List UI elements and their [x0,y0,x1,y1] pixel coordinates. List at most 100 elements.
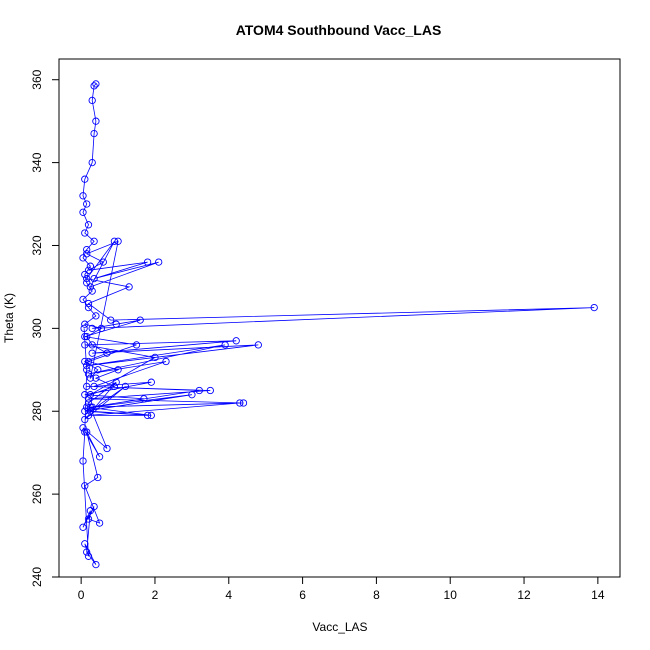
x-tick-label: 10 [444,588,458,602]
data-point [90,274,98,283]
data-point [81,341,89,349]
data-point [84,395,93,403]
data-point [80,324,88,333]
data-point [92,80,100,88]
data-point [79,523,87,531]
data-point [84,370,93,378]
data-point [95,453,104,461]
y-tick-label: 300 [30,318,44,338]
data-point [83,428,91,436]
chart-title: ATOM4 Southbound Vacc_LAS [236,22,442,38]
x-axis: 0 2 4 6 8 10 12 14 [78,576,605,602]
data-point [83,362,91,370]
data-point [79,254,87,262]
data-point [86,391,95,399]
data-point [103,444,111,453]
data-point [79,424,87,432]
data-point [162,357,170,366]
data-point [86,507,95,515]
data-point [140,395,148,403]
data-point [114,237,122,245]
data-point [88,96,96,105]
data-point [90,129,98,138]
data-point [81,270,89,279]
data-point [254,341,262,349]
y-tick-label: 320 [30,235,44,255]
data-point [590,303,598,312]
data-point [79,295,87,304]
data-point [99,258,107,266]
data-point [81,415,89,424]
data-point [155,258,163,266]
y-axis: 240 260 280 300 320 340 360 [30,69,60,587]
data-point [81,175,89,183]
data-point [151,353,159,362]
data-point [79,457,87,465]
data-point [83,200,91,208]
data-point [147,411,155,420]
data-point [81,540,89,548]
data-point [81,332,89,341]
data-point [81,428,89,436]
data-point [79,192,87,200]
data-point [84,299,93,308]
data-point [81,357,89,366]
data-point [92,374,100,382]
data-point [112,320,120,328]
data-point [132,341,141,349]
data-point [83,279,91,287]
data-point [83,274,91,283]
data-point [84,266,93,274]
data-point [188,391,196,399]
data-point [95,519,104,527]
series-line [82,83,595,565]
data-point [88,158,96,167]
data-point [92,312,100,320]
data-point [94,366,102,374]
data-point [88,287,96,295]
data-point [84,303,93,312]
data-point [84,515,93,523]
data-point [92,560,100,569]
data-point [136,316,144,324]
y-tick-label: 240 [30,567,44,587]
data-point [83,366,91,374]
data-point [125,283,133,291]
data-point [84,399,93,407]
data-point [86,403,95,411]
data-point [79,208,87,216]
y-tick-label: 360 [30,69,44,89]
data-point [206,386,214,395]
data-point [81,391,89,399]
x-tick-label: 4 [225,588,232,602]
x-tick-label: 6 [299,588,306,602]
data-point [83,332,91,341]
data-point [221,341,229,349]
data-point [121,382,130,391]
data-point [88,403,96,411]
x-tick-label: 0 [78,588,85,602]
data-point [112,378,120,386]
data-point [84,357,93,366]
data-point [110,382,119,391]
data-point [92,117,100,125]
y-tick-label: 280 [30,401,44,421]
data-point [84,552,93,560]
y-tick-label: 260 [30,484,44,504]
x-tick-label: 12 [517,588,531,602]
data-point [110,237,119,245]
data-point [239,399,248,407]
data-point [143,411,152,420]
data-point [236,399,244,407]
data-point [195,386,203,395]
data-point [81,482,89,490]
data-point [81,320,89,328]
data-point [86,407,95,415]
data-point [81,407,89,415]
data-point [81,229,89,237]
x-tick-label: 14 [591,588,605,602]
data-point [83,403,91,411]
data-point [83,548,91,556]
data-point [88,341,96,349]
